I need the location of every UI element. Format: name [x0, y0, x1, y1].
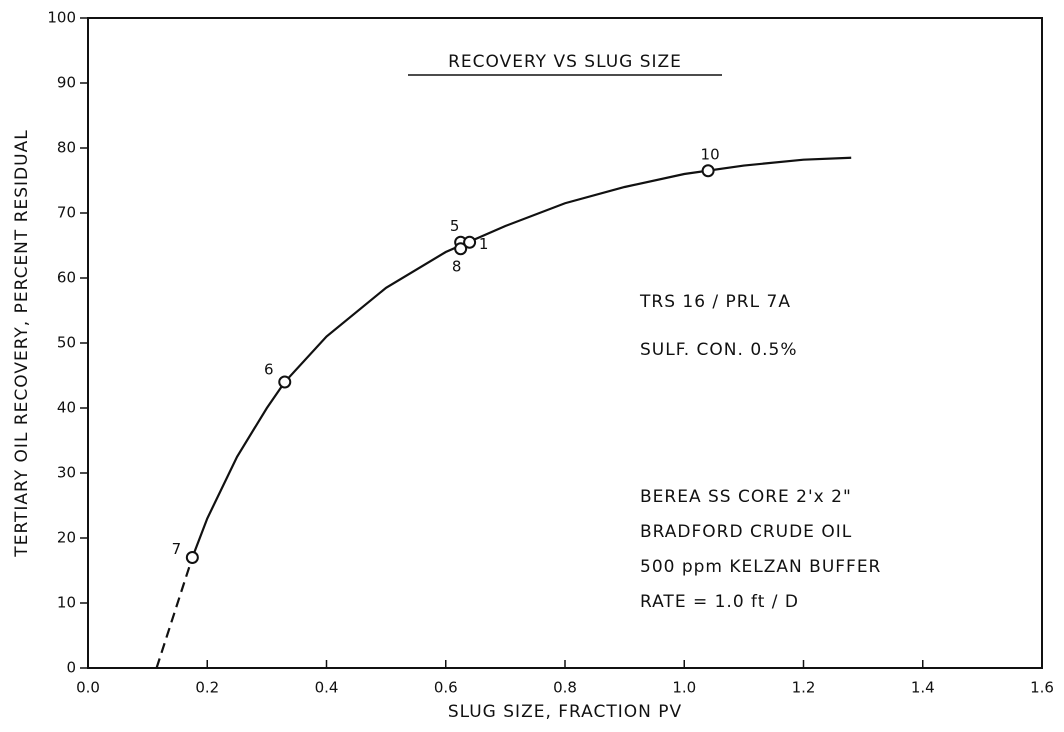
- y-tick-label: 40: [57, 399, 76, 417]
- plot-frame: [87, 17, 1043, 669]
- x-tick-label: 0.0: [76, 679, 100, 697]
- extrapolation-line: [155, 557, 194, 669]
- annotation: RATE = 1.0 ft / D: [640, 592, 799, 612]
- x-tick-label: 1.2: [792, 679, 816, 697]
- y-tick-label: 20: [57, 529, 76, 547]
- fit-curve: [191, 156, 852, 558]
- y-tick-label: 30: [57, 464, 76, 482]
- annotation: 500 ppm KELZAN BUFFER: [640, 557, 881, 577]
- y-tick-label: 100: [47, 9, 76, 27]
- x-tick-label: 1.6: [1030, 679, 1054, 697]
- point-label: 7: [172, 540, 182, 558]
- annotation: BEREA SS CORE 2'x 2": [640, 487, 852, 507]
- y-tick-label: 80: [57, 139, 76, 157]
- point-label: 10: [701, 145, 720, 163]
- x-tick-label: 1.0: [672, 679, 696, 697]
- chart-title: RECOVERY VS SLUG SIZE: [448, 52, 682, 72]
- x-tick-label: 0.2: [195, 679, 219, 697]
- annotation: BRADFORD CRUDE OIL: [640, 522, 852, 542]
- y-tick-label: 90: [57, 74, 76, 92]
- data-point: [463, 235, 477, 249]
- x-tick-label: 0.6: [434, 679, 458, 697]
- point-label: 5: [450, 217, 460, 235]
- x-tick-label: 1.4: [911, 679, 935, 697]
- point-label: 6: [264, 361, 274, 379]
- y-tick-label: 10: [57, 594, 76, 612]
- x-tick-label: 0.8: [553, 679, 577, 697]
- data-point: [185, 551, 199, 564]
- data-point: [701, 164, 715, 178]
- y-tick-label: 60: [57, 269, 76, 287]
- data-point: [454, 242, 468, 256]
- x-tick-label: 0.4: [315, 679, 339, 697]
- x-axis-label: SLUG SIZE, FRACTION PV: [448, 702, 682, 722]
- annotation: SULF. CON. 0.5%: [640, 340, 798, 360]
- y-tick-label: 0: [66, 659, 76, 677]
- point-label: 8: [452, 257, 462, 275]
- y-axis-label: TERTIARY OIL RECOVERY, PERCENT RESIDUAL: [12, 129, 32, 557]
- data-point: [278, 375, 292, 389]
- y-tick-label: 70: [57, 204, 76, 222]
- annotation: TRS 16 / PRL 7A: [639, 292, 791, 312]
- point-label: 1: [479, 235, 489, 253]
- y-tick-label: 50: [57, 334, 76, 352]
